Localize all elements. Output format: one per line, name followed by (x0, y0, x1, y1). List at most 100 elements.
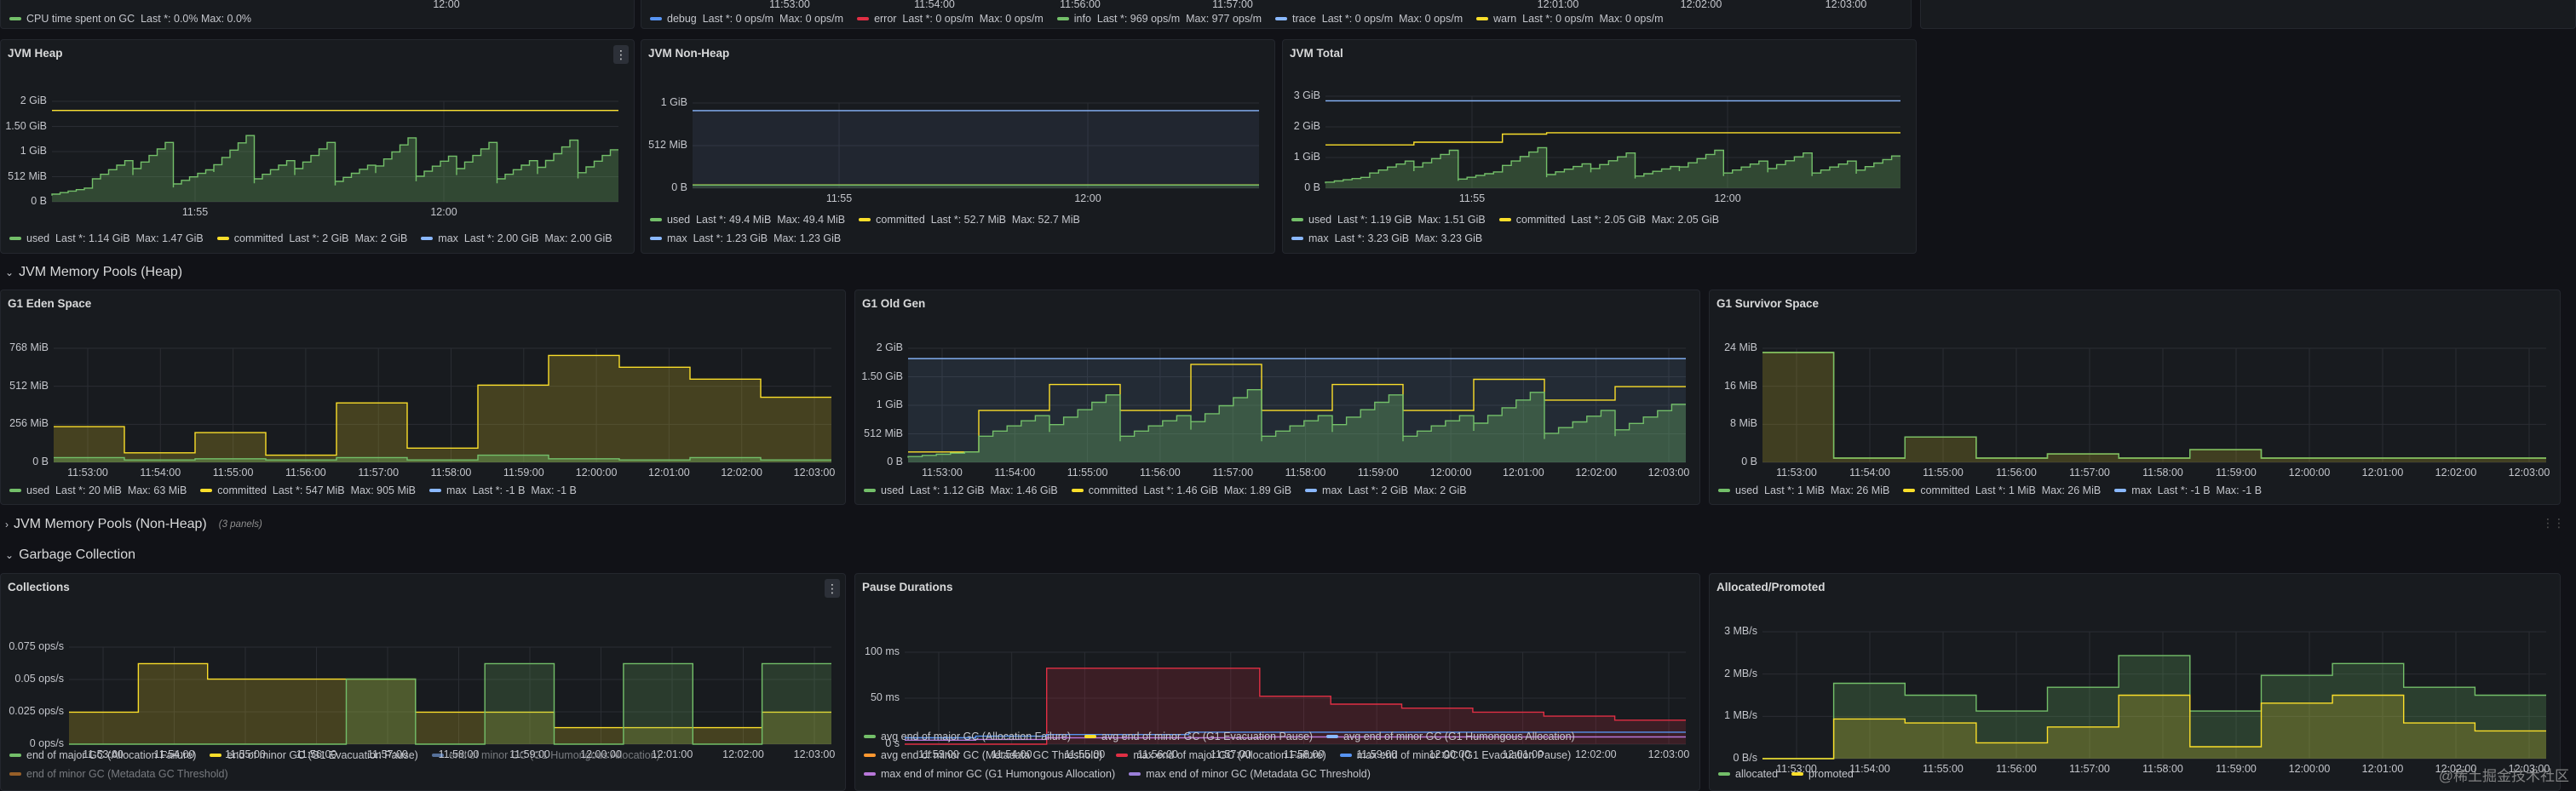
series-line (51, 135, 618, 196)
legend-label: debug (667, 13, 697, 25)
row-panel-count: (3 panels) (218, 519, 262, 530)
legend-item[interactable]: trace Last *: 0 ops/m Max: 0 ops/m (1275, 9, 1463, 28)
legend-swatch (857, 16, 870, 20)
legend-swatch (864, 734, 876, 738)
g1-eden-panel: G1 Eden Space 768 MiB 512 MiB 256 MiB 0 B 11… (0, 289, 846, 505)
legend-item[interactable]: CPU time spent on GC Last *: 0.0% Max: 0… (9, 9, 251, 28)
legend-item[interactable]: max end of minor GC (G1 Humongous Alloca… (864, 765, 1115, 783)
legend-item[interactable]: committed Last *: 1 MiB Max: 26 MiB (1903, 481, 2101, 500)
legend-item[interactable]: used Last *: 1.19 GiB Max: 1.51 GiB (1291, 210, 1486, 229)
legend-item[interactable]: max end of minor GC (Metadata GC Thresho… (1129, 765, 1371, 783)
x-tick-label: 11:54:00 (153, 748, 195, 760)
y-tick-label: 256 MiB (9, 417, 49, 430)
legend-swatch (1339, 753, 1352, 757)
legend-item[interactable]: max Last *: 1.23 GiB Max: 1.23 GiB (650, 229, 841, 248)
legend-item[interactable]: avg end of minor GC (G1 Evacuation Pause… (1084, 727, 1313, 746)
series-area (1325, 147, 1900, 188)
legend: used Last *: 20 MiB Max: 63 MiB committed… (9, 481, 590, 500)
chevron-down-icon: ⌄ (5, 549, 14, 561)
panel-title: JVM Non-Heap (648, 47, 730, 60)
legend-stats: Last *: 547 MiB Max: 905 MiB (266, 484, 417, 496)
legend-swatch (1129, 771, 1141, 776)
legend-item[interactable]: avg end of minor GC (Metadata GC Thresho… (864, 746, 1102, 765)
legend-swatch (1071, 488, 1084, 492)
legend-item[interactable]: debug Last *: 0 ops/m Max: 0 ops/m (650, 9, 843, 28)
row-header-gc[interactable]: ⌄ Garbage Collection (5, 543, 135, 567)
legend-label: committed (1515, 214, 1566, 226)
legend-item[interactable]: max Last *: 2.00 GiB Max: 2.00 GiB (421, 229, 612, 248)
legend-item[interactable]: committed Last *: 1.46 GiB Max: 1.89 GiB (1071, 481, 1291, 500)
legend-swatch (864, 753, 876, 757)
y-tick-label: 3 GiB (1293, 89, 1320, 101)
panel-menu-button[interactable]: ⋮ (825, 579, 840, 598)
right-top-panel (1920, 0, 2576, 29)
legend-swatch (216, 236, 229, 240)
y-tick-label: 0 B (671, 181, 687, 193)
x-tick-label: 11:56:00 (1137, 748, 1178, 760)
legend-swatch (1116, 753, 1129, 757)
x-tick-label: 11:55:00 (1067, 467, 1108, 479)
legend-swatch (9, 488, 21, 492)
legend-item[interactable]: max Last *: 2 GiB Max: 2 GiB (1305, 481, 1467, 500)
legend-item[interactable]: max end of major GC (Allocation Failure) (1116, 746, 1326, 765)
x-tick-label: 12:02:00 (1574, 748, 1617, 760)
legend-item[interactable]: warn Last *: 0 ops/m Max: 0 ops/m (1476, 9, 1664, 28)
series-line (905, 731, 1686, 739)
legend-item[interactable]: used Last *: 1 MiB Max: 26 MiB (1718, 481, 1889, 500)
series-area (905, 668, 1686, 744)
legend-swatch (1718, 488, 1730, 492)
y-tick-label: 1.50 GiB (5, 119, 47, 132)
row-header-nonheap[interactable]: › JVM Memory Pools (Non-Heap) (3 panels) (5, 513, 262, 536)
jvm-total-panel: JVM Total 3 GiB 2 GiB 1 GiB 0 B 11:55 12:00 u… (1282, 39, 1917, 254)
legend-item[interactable]: info Last *: 969 ops/m Max: 977 ops/m (1056, 9, 1262, 28)
legend-item[interactable]: end of minor GC (G1 Evacuation Pause) (210, 746, 418, 765)
pause-durations-panel: Pause Durations 100 ms 50 ms 0 s 11:53:00 11… (854, 573, 1700, 791)
legend-label: used (26, 484, 50, 496)
legend-label: max end of minor GC (Metadata GC Thresho… (1146, 768, 1371, 780)
legend-item[interactable]: committed Last *: 2.05 GiB Max: 2.05 GiB (1498, 210, 1719, 229)
jvm-nonheap-panel: JVM Non-Heap 1 GiB 512 MiB 0 B 11:55 12:00 u… (641, 39, 1275, 254)
row-header-heap[interactable]: ⌄ JVM Memory Pools (Heap) (5, 261, 182, 284)
legend-item[interactable]: max Last *: -1 B Max: -1 B (2114, 481, 2262, 500)
legend-item[interactable]: used Last *: 1.14 GiB Max: 1.47 GiB (9, 229, 204, 248)
legend: used Last *: 1.12 GiB Max: 1.46 GiB commi… (864, 481, 1481, 500)
y-tick-label: 3 MB/s (1724, 625, 1757, 637)
legend-item[interactable]: allocated (1718, 765, 1778, 783)
y-tick-label: 0.025 ops/s (9, 705, 64, 717)
y-tick-label: 0 s (885, 737, 900, 749)
legend-item[interactable]: avg end of minor GC (G1 Humongous Alloca… (1326, 727, 1575, 746)
panel-title: G1 Old Gen (862, 297, 926, 310)
legend-item[interactable]: avg end of major GC (Allocation Failure) (864, 727, 1071, 746)
legend-item[interactable]: max Last *: -1 B Max: -1 B (429, 481, 577, 500)
series-line (1762, 352, 2546, 459)
legend-swatch (9, 16, 21, 20)
legend-item[interactable]: used Last *: 49.4 MiB Max: 49.4 MiB (650, 210, 845, 229)
legend-label: used (667, 214, 691, 226)
collections-panel: Collections ⋮ 0.075 ops/s 0.05 ops/s 0.025… (0, 573, 846, 791)
legend-item[interactable]: end of minor GC (Metadata GC Threshold) (9, 765, 228, 783)
x-tick-label: 12:01:00 (1502, 748, 1544, 760)
drag-handle-icon[interactable]: ⋮⋮ (2542, 516, 2565, 530)
x-tick-label: 11:58:00 (2142, 763, 2183, 775)
legend-item[interactable]: max end of minor GC (G1 Evacuation Pause… (1339, 746, 1571, 765)
panel-title: G1 Eden Space (8, 297, 92, 310)
legend-item[interactable]: committed Last *: 52.7 MiB Max: 52.7 MiB (859, 210, 1080, 229)
x-tick-label: 12:03:00 (793, 748, 836, 760)
x-tick-label: 12:01:00 (2361, 467, 2404, 479)
series-line (54, 354, 831, 456)
legend-item[interactable]: max Last *: 3.23 GiB Max: 3.23 GiB (1291, 229, 1482, 248)
x-tick-label: 11:58:00 (1285, 467, 1326, 479)
legend-item[interactable]: end of minor GC (G1 Humongous Allocation… (431, 746, 660, 765)
legend-item[interactable]: used Last *: 20 MiB Max: 63 MiB (9, 481, 187, 500)
legend-item[interactable]: end of major GC (Allocation Failure) (9, 746, 196, 765)
legend-stats: Last *: 0 ops/m Max: 0 ops/m (696, 13, 844, 25)
legend-item[interactable]: promoted (1791, 765, 1854, 783)
legend-label: used (1308, 214, 1332, 226)
legend-item[interactable]: used Last *: 1.12 GiB Max: 1.46 GiB (864, 481, 1058, 500)
legend-item[interactable]: committed Last *: 547 MiB Max: 905 MiB (200, 481, 416, 500)
y-tick-label: 1 MB/s (1724, 709, 1757, 722)
legend-item[interactable]: committed Last *: 2 GiB Max: 2 GiB (216, 229, 407, 248)
legend-item[interactable]: error Last *: 0 ops/m Max: 0 ops/m (857, 9, 1044, 28)
panel-menu-button[interactable]: ⋮ (613, 45, 629, 64)
legend-label: end of major GC (Allocation Failure) (26, 749, 197, 761)
